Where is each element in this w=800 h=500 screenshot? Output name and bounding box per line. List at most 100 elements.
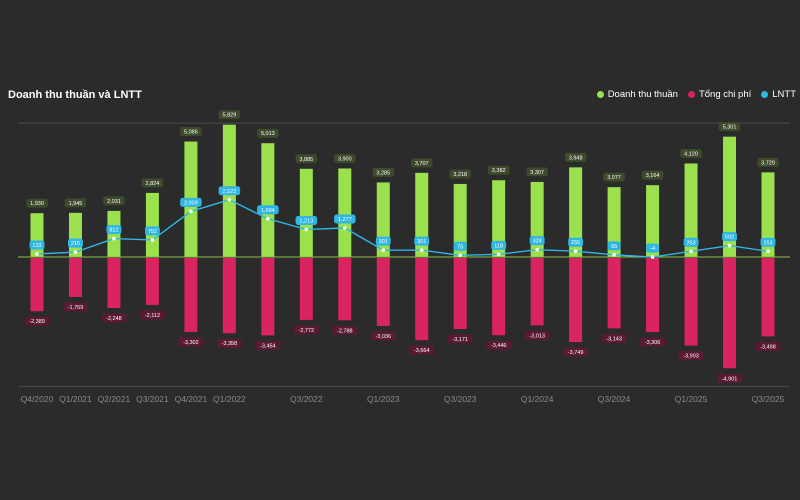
- label-profit: 253: [763, 240, 772, 246]
- x-tick-label: Q1/2025: [675, 394, 708, 404]
- x-tick-label: Q1/2024: [521, 394, 554, 404]
- label-expense: -3,446: [491, 343, 507, 349]
- label-expense: -2,389: [29, 319, 45, 325]
- label-revenue: 3,285: [376, 170, 390, 176]
- x-tick-label: Q3/2023: [444, 394, 477, 404]
- bar-revenue: [376, 182, 390, 257]
- label-expense: -3,498: [760, 344, 776, 350]
- bar-revenue: [299, 168, 313, 257]
- point-profit: [458, 253, 463, 258]
- x-tick-label: Q3/2022: [290, 394, 323, 404]
- label-expense-box: [63, 302, 88, 312]
- label-expense: -3,302: [183, 340, 199, 346]
- label-expense: -4,901: [722, 376, 738, 382]
- label-expense-box: [524, 330, 550, 340]
- label-profit-box: [453, 241, 467, 251]
- label-profit-box: [760, 237, 776, 247]
- label-revenue-box: [218, 110, 241, 120]
- label-expense: -2,112: [145, 313, 160, 319]
- point-profit: [612, 253, 616, 257]
- legend-label-profit: LNTT: [772, 89, 796, 100]
- label-revenue-box: [487, 165, 510, 175]
- bar-revenue: [453, 183, 467, 257]
- legend-item-revenue[interactable]: Doanh thu thuần: [596, 89, 678, 100]
- label-revenue-box: [718, 122, 741, 132]
- label-profit: 752: [148, 229, 157, 235]
- label-profit: 95: [611, 244, 617, 250]
- label-profit: 215: [71, 241, 80, 247]
- bar-expense: [415, 258, 429, 341]
- legend-label-expense: Tổng chi phí: [698, 89, 752, 100]
- label-revenue: 5,301: [723, 125, 737, 131]
- label-expense-box: [409, 345, 435, 355]
- point-profit: [650, 255, 655, 259]
- label-revenue: 3,164: [646, 173, 660, 179]
- label-profit-box: [106, 225, 122, 235]
- bar-expense: [492, 258, 506, 336]
- bar-revenue: [684, 163, 698, 257]
- bar-expense: [569, 258, 583, 343]
- label-expense-box: [332, 325, 358, 335]
- label-revenue-box: [564, 152, 587, 162]
- label-expense: -3,664: [414, 348, 430, 354]
- label-profit: 118: [494, 243, 503, 249]
- point-profit: [35, 252, 39, 256]
- label-revenue: 3,885: [299, 157, 313, 163]
- bar-expense: [338, 258, 352, 321]
- bar-expense: [222, 258, 236, 334]
- label-expense: -3,143: [606, 336, 622, 342]
- label-profit-box: [295, 215, 318, 225]
- label-revenue: 5,086: [184, 130, 198, 136]
- label-profit: 301: [417, 239, 426, 245]
- x-tick-label: Q1/2022: [213, 394, 246, 404]
- bar-expense: [184, 258, 198, 332]
- label-expense-box: [140, 310, 165, 320]
- label-profit: 2,009: [184, 200, 198, 206]
- label-expense-box: [755, 341, 781, 351]
- bar-revenue: [492, 180, 506, 257]
- label-profit: 324: [533, 239, 542, 245]
- bar-revenue: [646, 185, 660, 257]
- label-expense-box: [678, 351, 704, 361]
- point-profit: [227, 197, 232, 202]
- label-expense: -1,759: [68, 305, 84, 311]
- label-revenue-box: [64, 198, 87, 208]
- bar-revenue: [530, 181, 544, 257]
- label-expense: -3,036: [375, 334, 391, 340]
- label-revenue-box: [526, 167, 548, 177]
- bar-expense: [107, 258, 121, 309]
- label-revenue-box: [334, 153, 356, 163]
- bar-expense: [646, 258, 660, 333]
- label-revenue: 3,900: [338, 156, 352, 162]
- label-expense: -3,306: [645, 340, 661, 346]
- label-expense-box: [293, 325, 319, 335]
- label-expense: -2,788: [337, 328, 353, 334]
- bar-revenue: [415, 172, 429, 257]
- point-profit: [266, 216, 270, 221]
- series-line-profit: [36, 199, 769, 258]
- x-tick-label: Q1/2023: [367, 394, 400, 404]
- legend-dot-expense: [687, 91, 695, 98]
- label-expense-box: [717, 373, 742, 383]
- label-revenue-box: [641, 170, 664, 180]
- x-tick-label: Q4/2020: [21, 394, 54, 404]
- point-profit: [73, 250, 78, 254]
- label-revenue: 3,707: [415, 161, 429, 167]
- point-profit: [189, 209, 193, 214]
- label-revenue: 3,077: [607, 175, 621, 181]
- label-profit: 301: [379, 239, 388, 245]
- bar-expense: [684, 258, 698, 346]
- bar-expense: [607, 258, 621, 329]
- label-revenue: 4,120: [684, 151, 698, 157]
- label-revenue: 3,729: [761, 160, 775, 166]
- point-profit: [727, 243, 732, 248]
- label-revenue-box: [449, 169, 471, 179]
- legend-item-expense[interactable]: Tổng chi phí: [687, 89, 752, 100]
- bar-expense: [299, 258, 313, 320]
- label-profit-box: [529, 236, 545, 246]
- point-profit: [150, 238, 155, 242]
- legend-item-profit[interactable]: LNTT: [761, 89, 796, 100]
- label-profit-box: [414, 236, 430, 246]
- label-profit-box: [607, 241, 621, 251]
- point-profit: [381, 248, 386, 252]
